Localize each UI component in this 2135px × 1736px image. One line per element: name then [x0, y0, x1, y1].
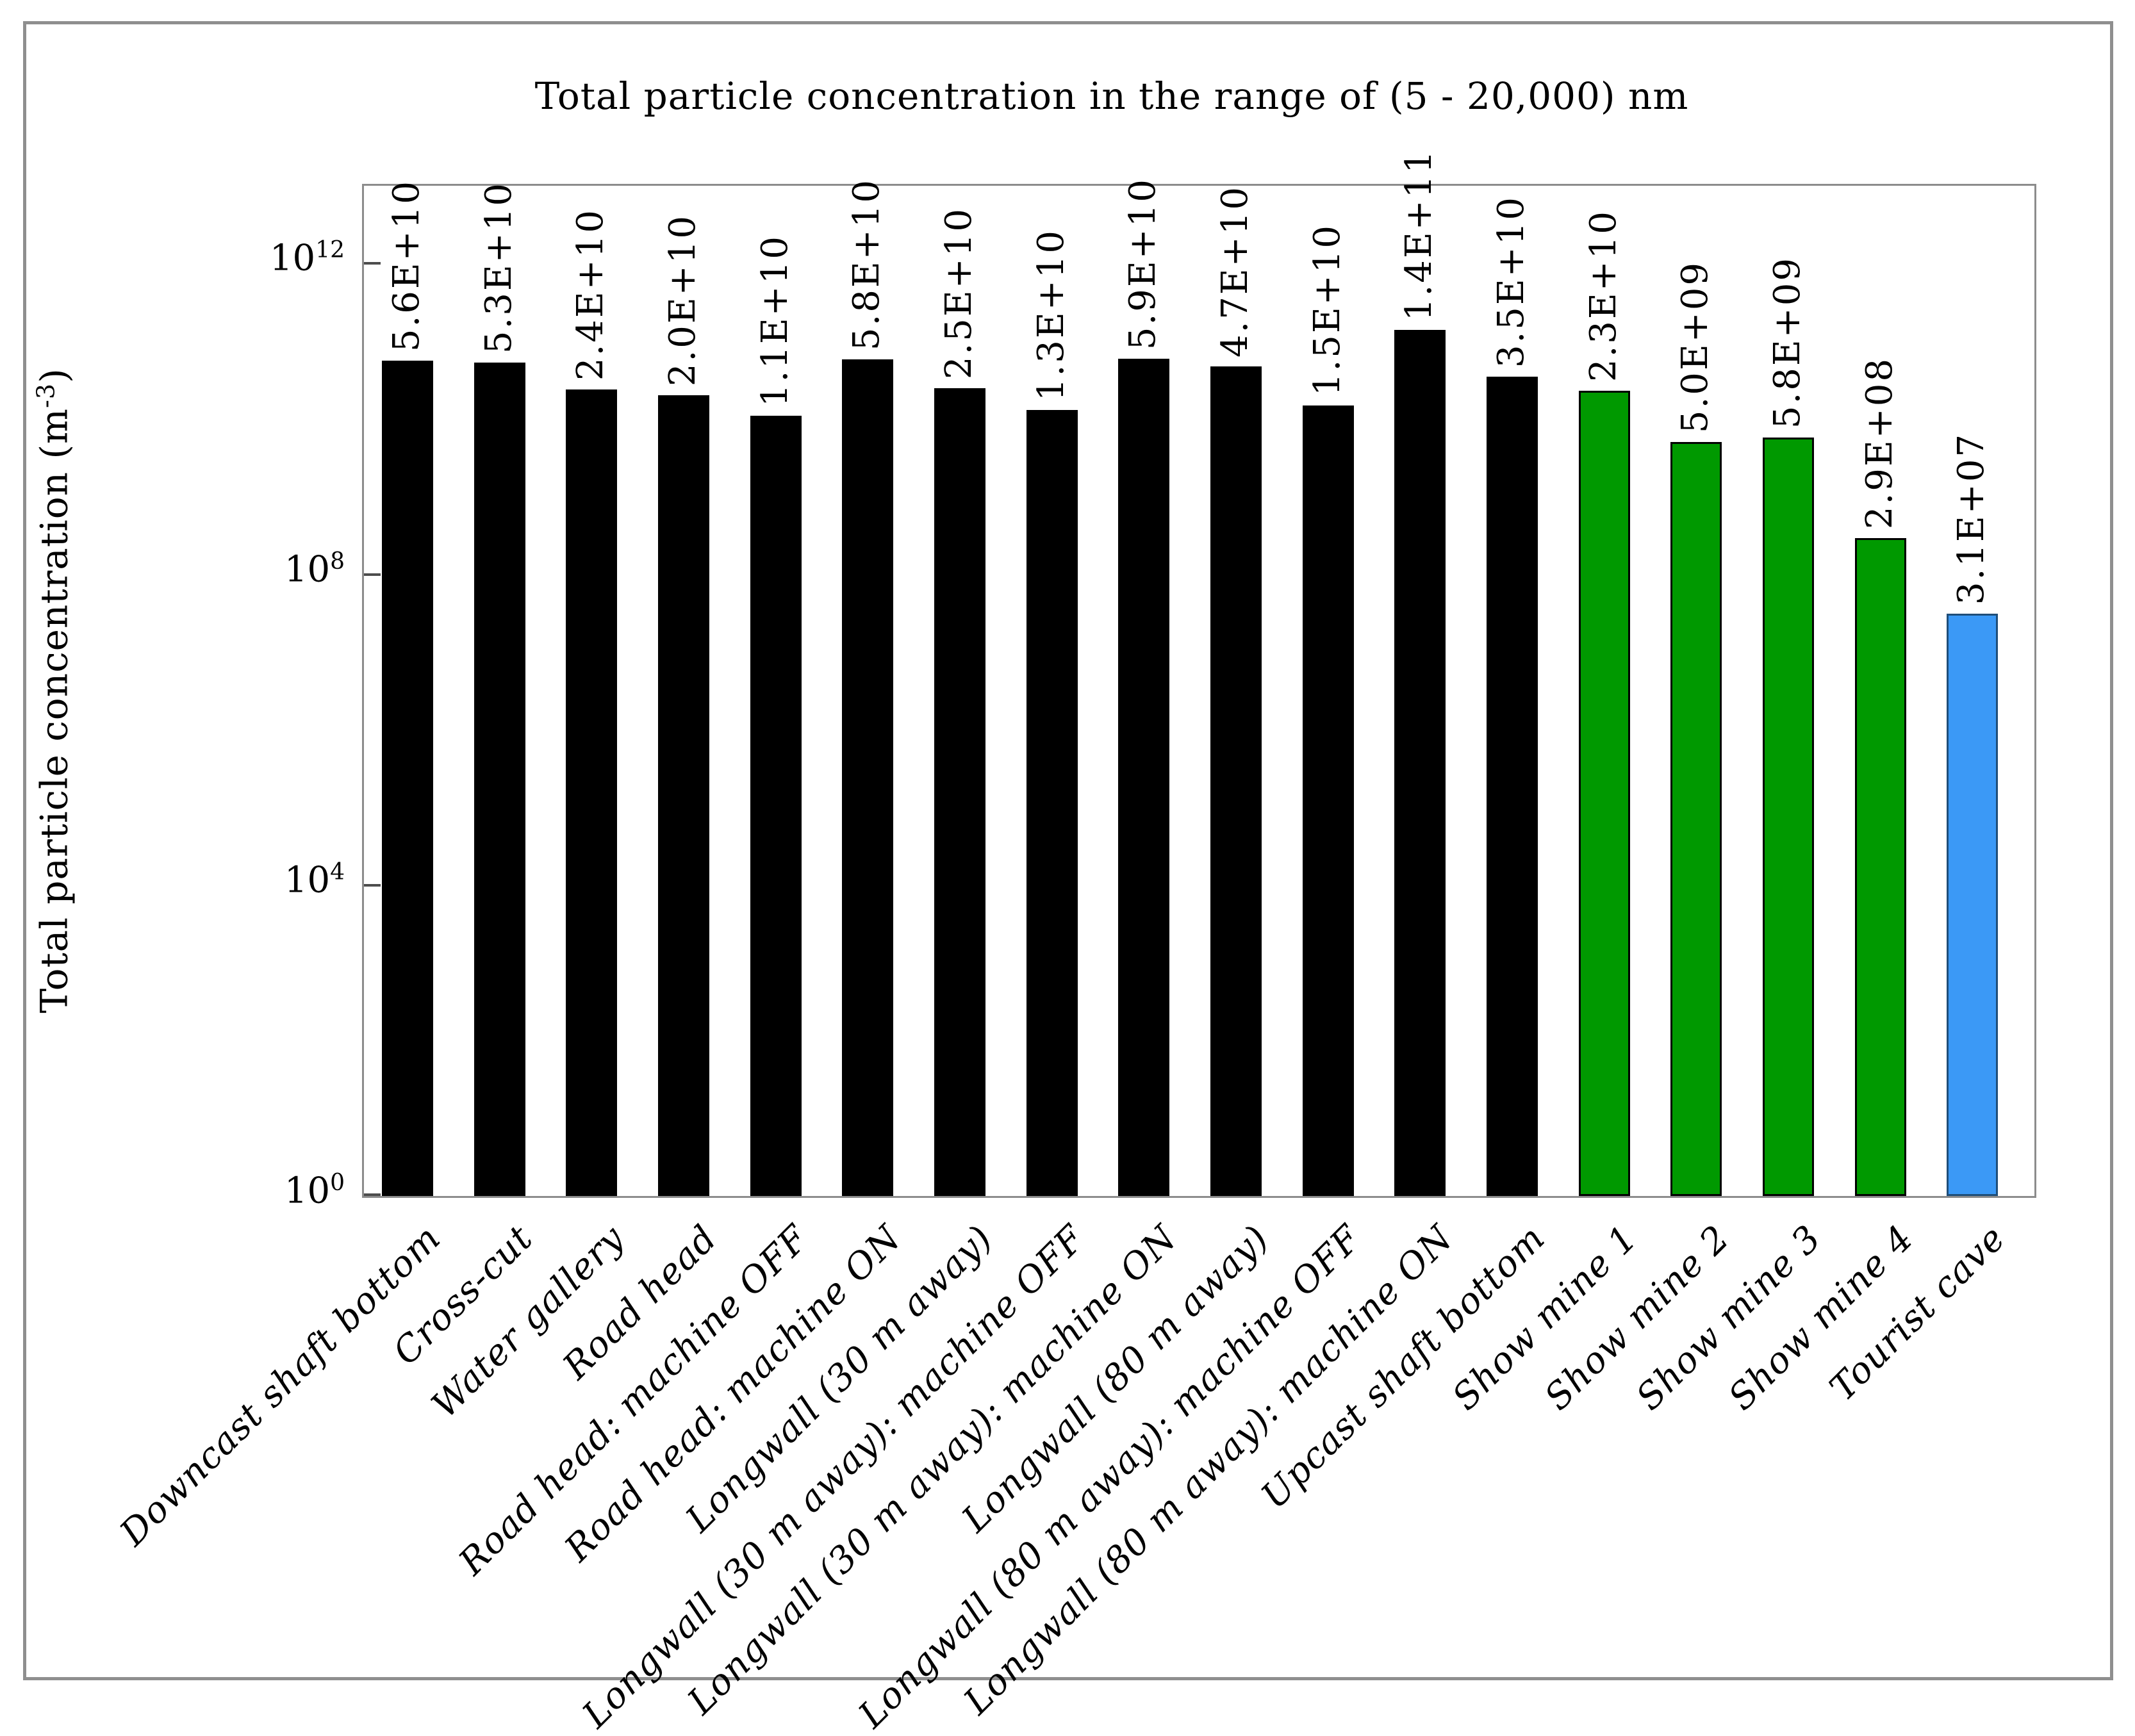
bar-value-label: 4.7E+10 — [1214, 185, 1256, 358]
bar-value-label: 5.0E+09 — [1674, 261, 1717, 434]
bar-value-label: 2.9E+08 — [1858, 357, 1900, 530]
y-axis-title: Total particle concentration (m-3) — [31, 368, 76, 1013]
bar — [566, 389, 618, 1196]
y-tick-label: 104 — [284, 858, 345, 901]
y-tick-base: 10 — [284, 548, 331, 591]
bar — [1947, 614, 1999, 1196]
bar-value-label: 1.4E+11 — [1398, 148, 1440, 321]
plot-area: 5.6E+10 5.3E+10 2.4E+10 2.0E+10 1.1E+10 5.8E+… — [362, 149, 2036, 1198]
y-tick-exponent: 4 — [330, 858, 345, 885]
bar-value-label: 5.8E+09 — [1766, 256, 1808, 429]
bar — [1762, 437, 1814, 1196]
bar-value-label: 2.5E+10 — [937, 206, 980, 379]
bar — [1394, 329, 1446, 1196]
y-tick-base: 10 — [284, 1170, 331, 1212]
y-axis-title-superscript: -3 — [31, 382, 60, 408]
bar — [1302, 405, 1354, 1196]
bar-value-label: 5.8E+10 — [846, 178, 888, 351]
bar — [750, 415, 802, 1196]
bar — [1578, 391, 1630, 1196]
bar — [657, 395, 709, 1196]
bar-value-label: 5.6E+10 — [386, 179, 427, 352]
bar — [1486, 376, 1538, 1196]
bar-value-label: 1.1E+10 — [754, 234, 796, 407]
y-tick-label: 1012 — [270, 239, 345, 277]
chart-title: Total particle concentration in the rang… — [534, 74, 1689, 118]
bar — [1026, 410, 1078, 1196]
y-tick-label: 108 — [284, 550, 345, 588]
y-tick-exponent: 8 — [330, 548, 345, 575]
y-tick-base: 10 — [269, 237, 316, 279]
y-tick-label: 100 — [284, 1172, 345, 1209]
bar — [1854, 538, 1906, 1196]
y-axis-title-text: Total particle concentration (m — [32, 407, 76, 1013]
bar-value-label: 2.3E+10 — [1582, 209, 1624, 382]
y-axis-title-suffix: ) — [32, 368, 76, 383]
y-tick-exponent: 0 — [330, 1170, 345, 1196]
bar-value-label: 1.5E+10 — [1306, 224, 1348, 397]
bar-value-label: 3.1E+07 — [1950, 432, 1993, 605]
y-tick-mark — [364, 573, 381, 576]
bar — [934, 388, 985, 1196]
bar-value-label: 5.3E+10 — [477, 181, 520, 354]
figure-frame — [23, 21, 2113, 1680]
bar — [842, 359, 894, 1196]
bar-value-label: 2.4E+10 — [570, 208, 612, 381]
bar-value-label: 3.5E+10 — [1490, 195, 1532, 368]
bar-value-label: 1.3E+10 — [1030, 228, 1072, 402]
y-tick-mark — [364, 883, 381, 887]
bar — [1210, 366, 1262, 1196]
y-tick-mark — [364, 1193, 381, 1196]
y-tick-exponent: 12 — [315, 237, 345, 264]
bar — [1118, 359, 1170, 1196]
y-tick-mark — [364, 262, 381, 265]
bar — [474, 363, 525, 1196]
bar — [382, 361, 433, 1196]
bar — [1670, 442, 1722, 1196]
bar-value-label: 2.0E+10 — [661, 214, 704, 387]
y-tick-base: 10 — [284, 859, 331, 901]
bar-value-label: 5.9E+10 — [1122, 177, 1164, 350]
